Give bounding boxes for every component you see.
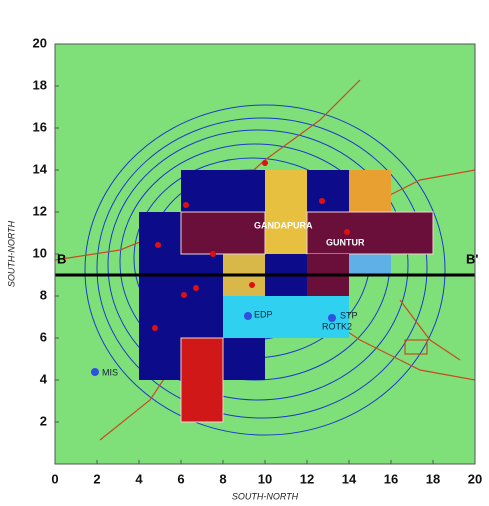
x-tick-label: 4 bbox=[135, 471, 143, 486]
block bbox=[139, 212, 181, 296]
place-label: GANDAPURA bbox=[254, 220, 313, 230]
y-tick-label: 16 bbox=[33, 119, 47, 134]
y-tick-label: 4 bbox=[40, 371, 48, 386]
y-tick-label: 12 bbox=[33, 203, 47, 218]
x-tick-label: 8 bbox=[219, 471, 226, 486]
x-tick-label: 20 bbox=[468, 471, 482, 486]
block bbox=[223, 338, 265, 380]
y-tick-label: 14 bbox=[33, 161, 48, 176]
block bbox=[307, 212, 433, 254]
place-label: ROTK2 bbox=[322, 321, 352, 331]
x-tick-label: 0 bbox=[51, 471, 58, 486]
y-tick-label: 2 bbox=[40, 413, 47, 428]
place-label: GUNTUR bbox=[326, 237, 365, 247]
y-tick-label: 8 bbox=[40, 287, 47, 302]
place-label: EDP bbox=[254, 309, 273, 319]
x-tick-label: 16 bbox=[384, 471, 398, 486]
y-tick-label: 10 bbox=[33, 245, 47, 260]
y-axis-label: SOUTH-NORTH bbox=[6, 220, 16, 287]
place-label: MIS bbox=[102, 367, 118, 377]
block bbox=[181, 170, 265, 212]
block bbox=[181, 212, 265, 254]
x-tick-label: 2 bbox=[93, 471, 100, 486]
block bbox=[265, 170, 307, 254]
y-tick-label: 18 bbox=[33, 77, 47, 92]
section-label: B' bbox=[466, 251, 478, 266]
map-figure: B B' GANDAPURA GUNTUR MIS EDP STP ROTK2 … bbox=[0, 0, 489, 506]
block bbox=[181, 338, 223, 422]
x-tick-label: 12 bbox=[300, 471, 314, 486]
block bbox=[349, 254, 391, 275]
x-axis-label: SOUTH-NORTH bbox=[232, 491, 299, 501]
y-tick-label: 20 bbox=[33, 35, 47, 50]
x-tick-label: 10 bbox=[258, 471, 272, 486]
x-tick-label: 14 bbox=[342, 471, 357, 486]
x-tick-label: 6 bbox=[177, 471, 184, 486]
y-tick-label: 6 bbox=[40, 329, 47, 344]
block bbox=[349, 170, 391, 212]
place-label: STP bbox=[340, 310, 358, 320]
x-tick-label: 18 bbox=[426, 471, 440, 486]
